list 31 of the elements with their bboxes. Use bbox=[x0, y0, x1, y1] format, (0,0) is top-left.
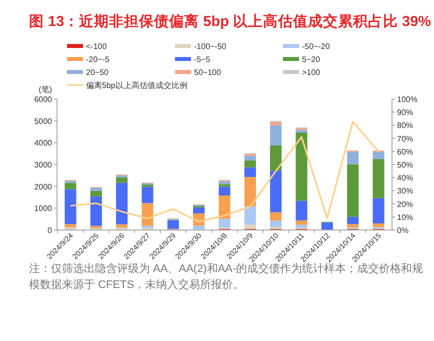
y2-tick-label: 0% bbox=[397, 226, 409, 235]
y2-tick-label: 60% bbox=[397, 147, 414, 156]
legend-label: 偏离5bp以上高估值成交比例 bbox=[86, 81, 188, 90]
legend-label: 50~100 bbox=[194, 68, 222, 77]
y-tick-label: 3000 bbox=[34, 160, 53, 170]
y-axis-title: (笔) bbox=[38, 85, 52, 94]
y2-tick-label: 10% bbox=[397, 212, 414, 222]
y2-tick-label: 30% bbox=[397, 186, 414, 196]
y-tick-label: 1000 bbox=[34, 204, 53, 214]
y-tick-label: 4000 bbox=[34, 138, 53, 148]
y2-tick-label: 90% bbox=[397, 108, 414, 118]
legend-label: 5~20 bbox=[302, 55, 321, 64]
y2-tick-label: 50% bbox=[397, 160, 414, 170]
legend-label: -50~-20 bbox=[302, 42, 330, 51]
y2-tick-label: 40% bbox=[397, 174, 414, 183]
legend-label: -20~-5 bbox=[86, 55, 110, 64]
legend-label: -100~-50 bbox=[194, 42, 227, 51]
y-tick-label: 0 bbox=[48, 226, 53, 235]
y2-tick-label: 70% bbox=[397, 134, 414, 144]
y-tick-label: 6000 bbox=[34, 95, 53, 104]
legend-label: 20~50 bbox=[86, 68, 110, 77]
y2-tick-label: 20% bbox=[397, 200, 414, 209]
y2-tick-label: 80% bbox=[397, 121, 414, 130]
legend-label: <-100 bbox=[86, 42, 108, 51]
chart-title: 图 13：近期非担保债偏离 5bp 以上高估值成交累积占比 39% bbox=[29, 12, 432, 30]
text: 注：仅筛选出隐含评级为 AA、AA(2)和AA-的成交债作为统计样本；成交价格和规模数据来源于 CFETS，未纳入交易所报价。 bbox=[29, 262, 424, 291]
y-tick-label: 5000 bbox=[34, 116, 53, 126]
legend-label: -5~5 bbox=[194, 55, 211, 64]
y2-tick-label: 100% bbox=[397, 95, 418, 104]
y-tick-label: 2000 bbox=[34, 182, 53, 192]
legend-label: >100 bbox=[302, 68, 321, 77]
